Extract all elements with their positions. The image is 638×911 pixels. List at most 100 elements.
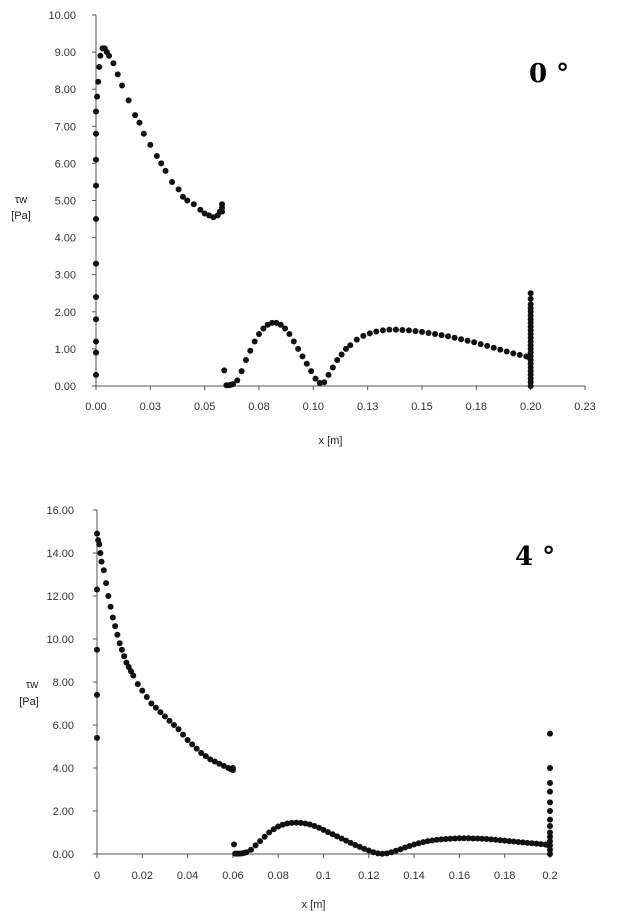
data-point	[477, 341, 484, 348]
x-tick-label: 0.16	[449, 870, 470, 882]
data-point	[96, 63, 103, 70]
data-point	[109, 614, 116, 621]
angle-label: 0 °	[529, 59, 569, 89]
y-tick-label: 9.00	[55, 47, 76, 59]
x-tick-label: 0.18	[466, 401, 487, 413]
data-point	[161, 713, 168, 720]
data-point	[374, 850, 381, 857]
series-1	[221, 319, 532, 389]
data-point	[442, 835, 449, 842]
data-point	[451, 835, 458, 842]
data-point	[464, 337, 471, 344]
data-point	[98, 558, 105, 565]
data-point	[270, 826, 277, 833]
data-point	[238, 368, 245, 375]
data-point	[93, 216, 99, 223]
data-point	[266, 829, 273, 836]
data-point	[125, 97, 132, 104]
data-point	[320, 826, 327, 833]
data-point	[93, 316, 99, 323]
data-point	[361, 845, 368, 852]
data-point	[469, 835, 476, 842]
data-point	[547, 788, 553, 795]
y-tick-label: 0.00	[53, 849, 74, 861]
data-point	[193, 745, 200, 752]
data-point	[465, 835, 472, 842]
data-point	[353, 336, 360, 343]
data-point	[295, 345, 302, 352]
data-point	[352, 841, 359, 848]
data-point	[211, 758, 218, 765]
x-tick-label: 0.1	[316, 870, 331, 882]
data-point	[93, 130, 99, 137]
data-point	[256, 331, 262, 338]
y-tick-label: 1.00	[55, 344, 76, 356]
data-point	[383, 850, 390, 857]
data-point	[402, 844, 409, 851]
data-point	[100, 567, 107, 574]
data-point	[269, 319, 276, 326]
data-point	[175, 186, 182, 193]
data-point	[93, 338, 99, 345]
data-point	[184, 737, 191, 744]
y-tick-label: 16.00	[46, 505, 74, 517]
data-point	[329, 831, 336, 838]
data-point	[547, 799, 553, 806]
data-point	[119, 82, 126, 89]
data-point	[432, 331, 439, 338]
x-axis-title: x [m]	[319, 435, 343, 447]
data-point	[279, 821, 286, 828]
data-point	[547, 816, 553, 823]
data-point	[503, 348, 510, 355]
data-point	[311, 823, 318, 830]
data-point	[248, 846, 255, 853]
y-tick-label: 10.00	[46, 634, 74, 646]
data-point	[157, 709, 164, 716]
data-point	[458, 336, 465, 343]
data-point	[365, 847, 372, 854]
data-point	[261, 833, 268, 840]
data-point	[252, 842, 259, 849]
data-point	[347, 342, 354, 349]
data-point	[360, 332, 367, 339]
chart-panel-4-degrees: 0.00 2.00 4.00 6.00 8.00 10.00 12.00 14.00 16.00…	[19, 505, 557, 911]
x-tick-label: 0.2	[542, 870, 557, 882]
data-point	[519, 839, 526, 846]
data-point	[197, 206, 204, 213]
data-point	[219, 208, 226, 215]
series-2	[547, 730, 553, 857]
data-point	[516, 351, 523, 358]
y-axis-title: [Pa]	[11, 210, 31, 222]
data-point	[451, 334, 458, 341]
data-point	[118, 646, 125, 653]
data-point	[484, 342, 491, 349]
data-point	[343, 837, 350, 844]
x-tick-label: 0.08	[267, 870, 288, 882]
data-point	[229, 381, 236, 388]
x-axis-title: x [m]	[302, 899, 326, 911]
data-point	[297, 819, 304, 826]
x-tick-label: 0.23	[574, 401, 595, 413]
data-point	[527, 301, 534, 308]
data-point	[419, 328, 425, 335]
data-point	[130, 672, 137, 679]
x-tick-label: 0.05	[194, 401, 215, 413]
x-tick-label: 0.18	[494, 870, 515, 882]
data-point	[179, 193, 186, 200]
data-point	[420, 839, 427, 846]
data-point	[399, 326, 406, 333]
data-point	[497, 837, 504, 844]
data-point	[366, 330, 373, 337]
chart-panel-0-degrees: 0.00 1.00 2.00 3.00 4.00 5.00 6.00 7.00 8.00 9.00…	[11, 10, 596, 447]
data-point	[286, 331, 293, 338]
x-tick-label: 0	[94, 870, 100, 882]
y-tick-label: 5.00	[55, 196, 76, 208]
data-point	[474, 835, 481, 842]
y-tick-label: 12.00	[46, 591, 74, 603]
data-point	[510, 350, 517, 357]
data-point	[198, 749, 205, 756]
data-point	[93, 108, 99, 115]
data-point	[334, 833, 341, 840]
data-point	[260, 325, 267, 332]
